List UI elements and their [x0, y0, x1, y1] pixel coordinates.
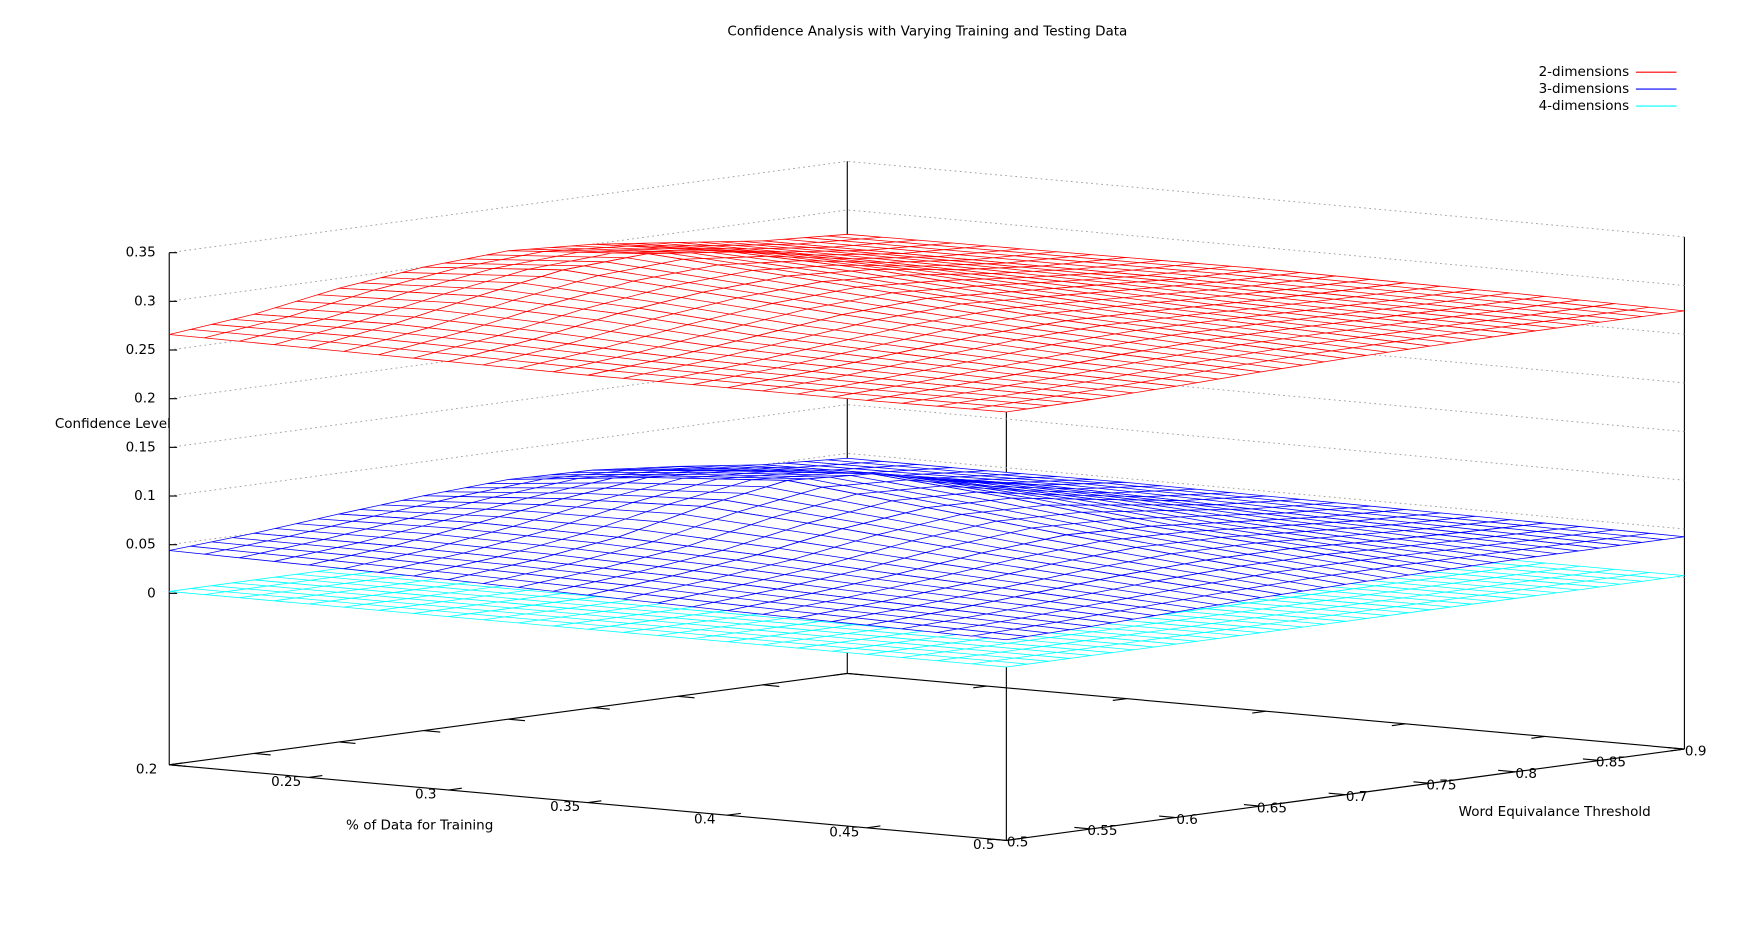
surface-cell	[866, 642, 1092, 668]
z-tick-label: 0.25	[126, 342, 156, 358]
x-tick	[973, 685, 987, 689]
surface-cell	[1460, 522, 1685, 549]
z-tick-label: 0.05	[126, 537, 156, 553]
x-tick	[833, 672, 848, 676]
y-tick	[677, 695, 695, 699]
x-tick	[1531, 735, 1545, 739]
y-tick	[508, 718, 526, 722]
grid-line	[169, 306, 1685, 400]
y-tick	[1667, 746, 1685, 750]
x-tick	[448, 787, 462, 791]
y-tick	[1243, 804, 1261, 807]
surface-cell	[1290, 317, 1516, 347]
surface-cell	[1290, 585, 1516, 611]
surface-cell	[1460, 295, 1685, 323]
y-tick-label: 0.85	[1596, 755, 1626, 771]
x-tick-label: 0.35	[550, 799, 580, 815]
y-tick	[989, 838, 1007, 841]
surface-cell	[1375, 307, 1600, 335]
surface-cell	[1460, 562, 1685, 588]
x-tick	[1006, 838, 1020, 841]
surface-cell	[1205, 596, 1431, 622]
y-tick	[169, 764, 187, 767]
y-tick	[1074, 826, 1092, 830]
y-tick-label: 0.55	[1087, 823, 1117, 839]
legend-label: 3-dimensions	[1539, 81, 1630, 97]
y-tick-label: 0.5	[1007, 835, 1029, 851]
surface-cell	[951, 592, 1176, 627]
y-tick-label: 0.6	[1176, 812, 1198, 828]
y-tick	[1582, 758, 1600, 762]
surface-cell	[1290, 540, 1516, 573]
z-tick-label: 0.1	[134, 488, 156, 504]
y-tick	[762, 684, 780, 687]
y-tick	[1413, 781, 1431, 784]
base-border	[169, 672, 1685, 841]
x-tick-label: 0.25	[271, 774, 301, 790]
surface-cell	[1205, 548, 1431, 585]
y-tick	[1498, 769, 1515, 773]
surface-cell	[1205, 328, 1431, 359]
z-axis-label: Confidence Level	[55, 416, 171, 432]
x-tick-label: 0.2	[136, 761, 158, 777]
surface-cell	[866, 385, 1092, 413]
x-tick	[587, 800, 602, 804]
y-tick	[338, 741, 356, 745]
y-tick	[847, 672, 865, 676]
z-tick-label: 0	[147, 585, 156, 601]
y-tick-label: 0.7	[1346, 789, 1368, 805]
z-tick-label: 0.15	[126, 439, 156, 455]
grid-line	[169, 355, 1685, 448]
y-tick	[253, 752, 271, 756]
y-tick-label: 0.8	[1515, 766, 1537, 782]
y-tick	[1328, 792, 1346, 796]
x-tick	[1391, 723, 1406, 727]
z-tick-label: 0.2	[134, 391, 156, 407]
y-tick-label: 0.75	[1426, 778, 1456, 794]
x-tick	[866, 825, 881, 829]
y-tick-label: 0.9	[1685, 743, 1707, 759]
y-tick	[592, 707, 610, 710]
x-tick	[727, 812, 741, 816]
surface-cell	[1121, 339, 1346, 373]
x-tick	[308, 775, 323, 778]
surface-cell	[1375, 532, 1600, 560]
surface-cell	[1121, 608, 1346, 634]
x-tick-label: 0.45	[829, 824, 859, 840]
z-tick-label: 0.35	[126, 245, 156, 261]
legend-label: 4-dimensions	[1539, 98, 1630, 114]
y-tick	[1159, 815, 1176, 819]
surface-cell	[1121, 559, 1346, 599]
grid-line	[169, 452, 1685, 546]
y-tick-label: 0.65	[1257, 800, 1287, 816]
surface-cell	[866, 609, 1092, 641]
grid-line	[169, 404, 1685, 497]
x-tick-label: 0.4	[694, 812, 716, 828]
surface-cell	[1036, 354, 1261, 387]
surface-cell	[1375, 574, 1600, 599]
x-tick	[1112, 698, 1127, 702]
x-axis-label: % of Data for Training	[346, 818, 493, 834]
surface-cell	[1036, 574, 1261, 613]
y-tick	[423, 729, 441, 733]
legend-label: 2-dimensions	[1539, 64, 1630, 80]
surface-cell	[951, 370, 1176, 400]
y-axis-label: Word Equivalance Threshold	[1459, 804, 1651, 820]
z-tick-label: 0.3	[134, 293, 156, 309]
grid-line	[169, 209, 1685, 302]
x-tick	[1252, 710, 1266, 714]
chart-title: Confidence Analysis with Varying Trainin…	[727, 24, 1127, 40]
x-tick-label: 0.3	[415, 787, 437, 803]
x-tick-label: 0.5	[973, 837, 995, 853]
grid-line	[169, 160, 1685, 254]
